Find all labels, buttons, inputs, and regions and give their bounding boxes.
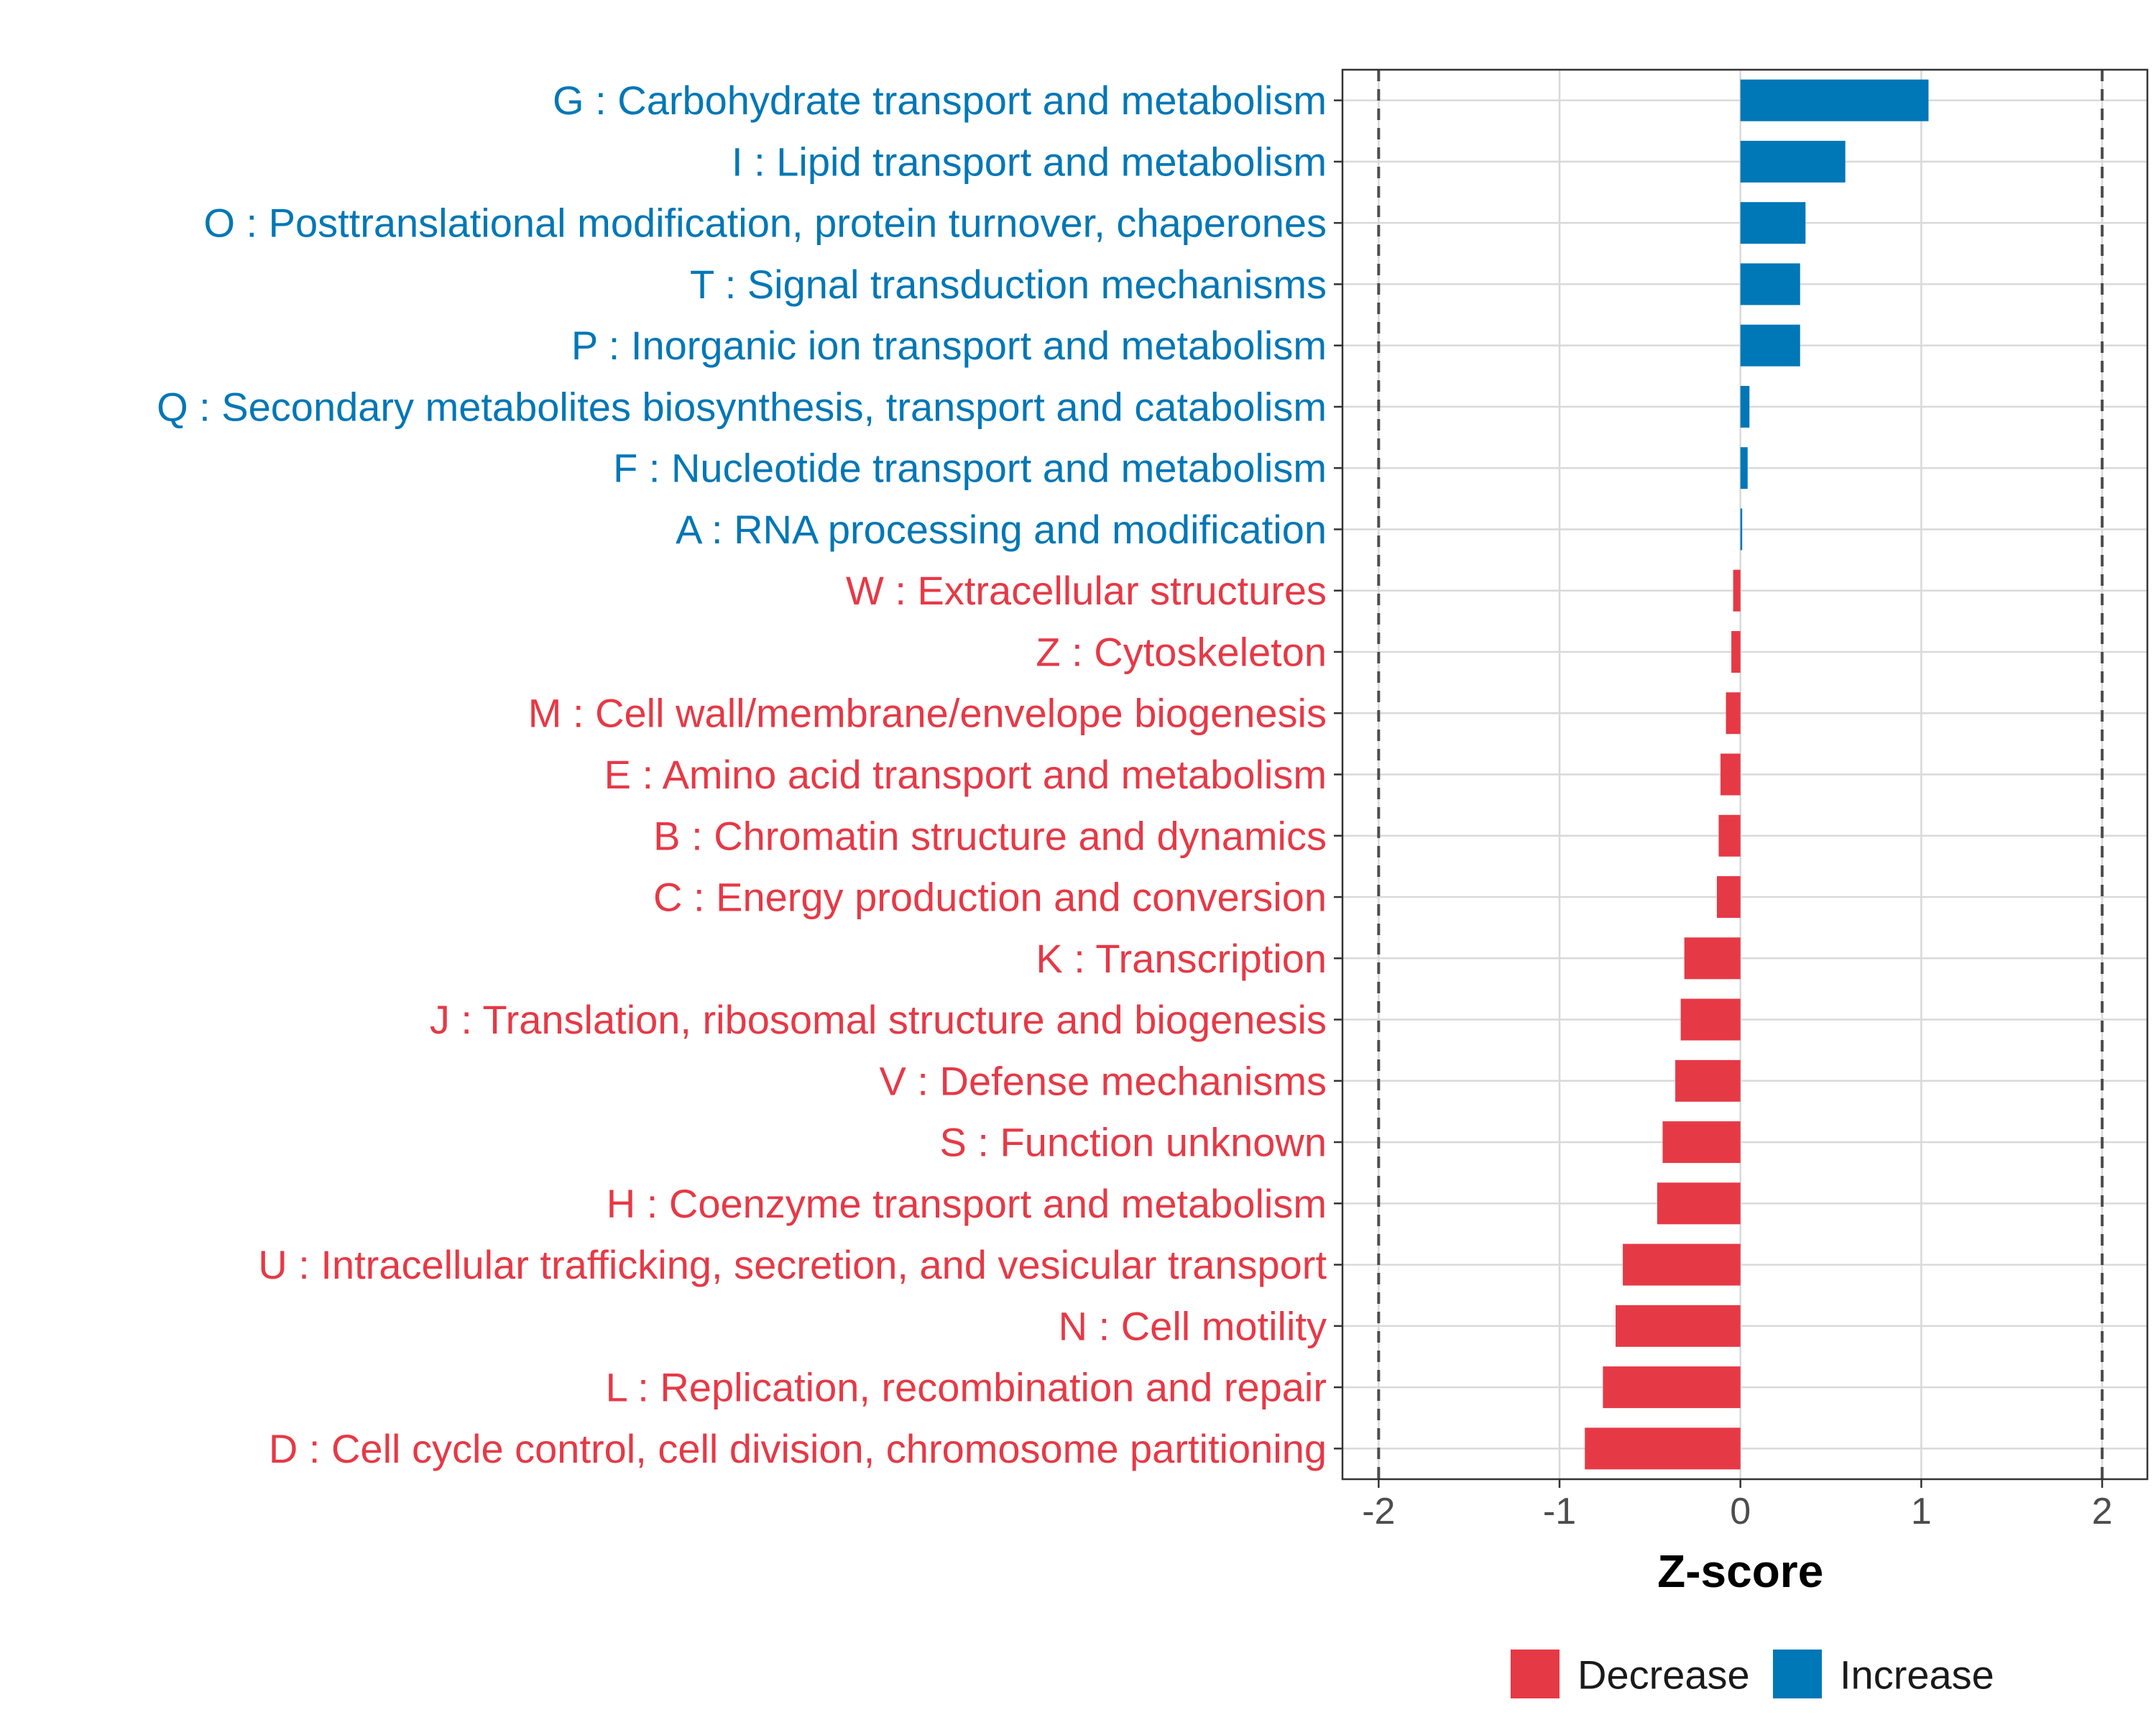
bar	[1662, 1121, 1741, 1164]
bar	[1720, 753, 1741, 796]
category-label: T : Signal transduction mechanisms	[690, 262, 1327, 307]
bar	[1740, 385, 1750, 428]
bar	[1740, 79, 1929, 121]
category-label: F : Nucleotide transport and metabolism	[613, 446, 1327, 491]
category-label: H : Coenzyme transport and metabolism	[607, 1181, 1327, 1226]
legend: Decrease Increase	[1511, 1650, 1994, 1698]
category-label: W : Extracellular structures	[846, 568, 1327, 613]
x-tick-label: 1	[1911, 1491, 1932, 1532]
category-label: Z : Cytoskeleton	[1036, 629, 1327, 674]
bar-series	[1585, 79, 1929, 1470]
bar	[1657, 1182, 1741, 1225]
category-label: M : Cell wall/membrane/envelope biogenes…	[528, 691, 1327, 736]
category-label: V : Defense mechanisms	[880, 1058, 1327, 1103]
category-label: Q : Secondary metabolites biosynthesis, …	[157, 384, 1327, 429]
bar	[1616, 1305, 1741, 1347]
category-label: G : Carbohydrate transport and metabolis…	[553, 78, 1327, 123]
x-tick-label: -1	[1543, 1491, 1576, 1532]
bar	[1675, 1059, 1741, 1102]
bar	[1733, 569, 1741, 612]
bar	[1740, 324, 1800, 367]
bar	[1740, 202, 1806, 244]
category-label: P : Inorganic ion transport and metaboli…	[571, 323, 1327, 368]
category-label: K : Transcription	[1036, 936, 1327, 981]
category-label: O : Posttranslational modification, prot…	[203, 201, 1327, 246]
bar	[1740, 140, 1846, 183]
category-label: L : Replication, recombination and repai…	[606, 1365, 1327, 1410]
bar	[1623, 1243, 1741, 1286]
x-axis-ticks: -2 -1 0 1 2	[1362, 1479, 2113, 1532]
bar	[1684, 937, 1741, 980]
category-label: I : Lipid transport and metabolism	[732, 139, 1327, 184]
bar	[1603, 1366, 1741, 1409]
bar	[1740, 263, 1800, 305]
bar	[1726, 692, 1741, 735]
bar	[1740, 508, 1743, 551]
x-tick-label: 2	[2092, 1491, 2113, 1532]
category-label: C : Energy production and conversion	[653, 875, 1327, 920]
x-axis-title: Z-score	[1657, 1545, 1823, 1597]
bar	[1731, 630, 1741, 673]
category-label: J : Translation, ribosomal structure and…	[430, 997, 1327, 1042]
legend-swatch-increase	[1773, 1650, 1822, 1698]
category-labels: G : Carbohydrate transport and metabolis…	[157, 78, 1342, 1471]
bar	[1680, 998, 1741, 1041]
legend-label-decrease: Decrease	[1577, 1652, 1750, 1698]
category-label: A : RNA processing and modification	[676, 507, 1327, 552]
category-label: E : Amino acid transport and metabolism	[604, 752, 1327, 797]
bar	[1740, 447, 1748, 489]
bar	[1585, 1427, 1741, 1470]
legend-label-increase: Increase	[1840, 1652, 1994, 1698]
bar	[1716, 876, 1741, 919]
x-tick-label: -2	[1362, 1491, 1395, 1532]
x-tick-label: 0	[1730, 1491, 1751, 1532]
reference-lines	[1377, 70, 2104, 1479]
legend-swatch-decrease	[1511, 1650, 1560, 1698]
category-label: U : Intracellular trafficking, secretion…	[258, 1242, 1327, 1287]
category-label: B : Chromatin structure and dynamics	[653, 813, 1327, 858]
category-label: S : Function unknown	[939, 1120, 1327, 1165]
bar	[1718, 814, 1741, 857]
category-label: N : Cell motility	[1059, 1303, 1327, 1348]
category-label: D : Cell cycle control, cell division, c…	[269, 1426, 1327, 1471]
